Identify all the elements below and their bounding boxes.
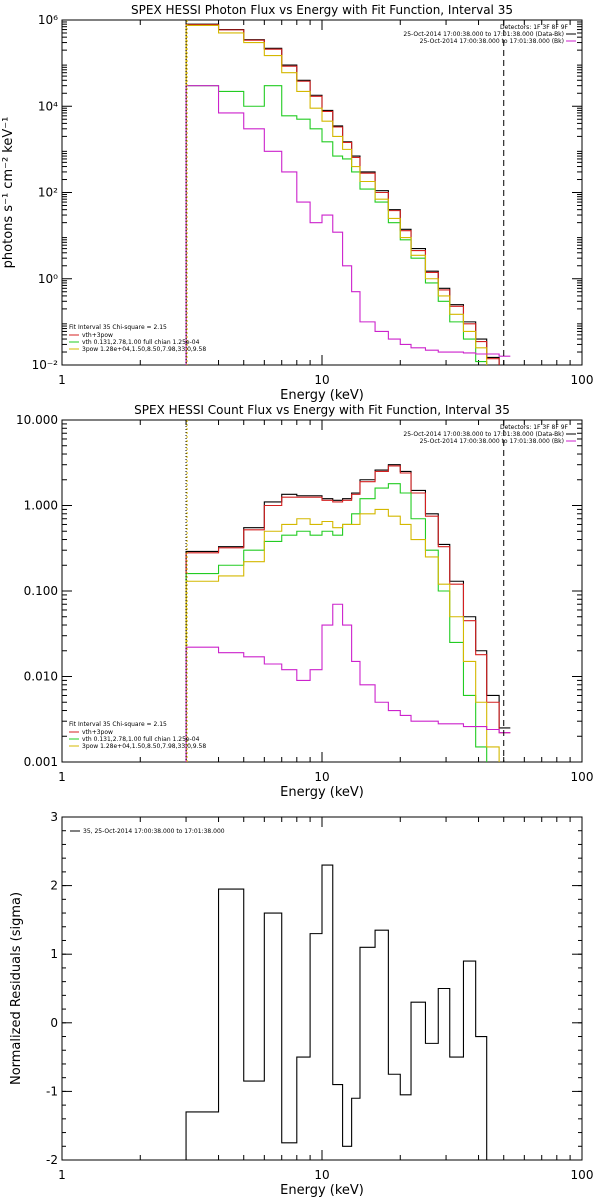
data-legend-entry: 25-Oct-2014 17:00:38.000 to 17:01:38.000… bbox=[403, 31, 564, 38]
x-tick-label: 1 bbox=[58, 373, 66, 387]
y-tick-label: 0 bbox=[50, 1016, 58, 1030]
series-line-3pow bbox=[185, 24, 488, 365]
fit-legend-entry: 3pow 1.28e+04,1.50,8.50,7.98,33.0,9.58 bbox=[82, 346, 206, 353]
y-axis-label: Normalized Residuals (sigma) bbox=[9, 892, 24, 1085]
fit-legend-entry: vth 0.131,2.78,1.00 full chian 1.25e-04 bbox=[82, 339, 200, 346]
y-tick-label: 10⁴ bbox=[38, 99, 58, 113]
series-line-data bbox=[185, 464, 511, 762]
data-legend: 35, 25-Oct-2014 17:00:38.000 to 17:01:38… bbox=[70, 828, 225, 835]
x-tick-label: 10 bbox=[314, 770, 329, 784]
chart-title: SPEX HESSI Photon Flux vs Energy with Fi… bbox=[131, 3, 513, 17]
y-tick-label: 10⁶ bbox=[38, 13, 58, 27]
data-legend-header: Detectors: 1F 3F 8F 9F bbox=[500, 24, 569, 31]
series-line-vth+3pow bbox=[185, 24, 500, 365]
chart-title: SPEX HESSI Count Flux vs Energy with Fit… bbox=[134, 403, 510, 417]
y-tick-label: 10² bbox=[38, 186, 58, 200]
fit-legend-entry: vth 0.131,2.78,1.00 full chian 1.25e-04 bbox=[82, 736, 200, 743]
series-line-background bbox=[185, 603, 511, 762]
fit-legend-header: Fit Interval 35 Chi-square = 2.15 bbox=[69, 721, 167, 728]
y-tick-label: 10⁰ bbox=[38, 272, 58, 286]
y-tick-label: 0.010 bbox=[24, 670, 58, 684]
y-axis-label: photons s⁻¹ cm⁻² keV⁻¹ bbox=[1, 117, 16, 269]
data-legend-entry: 25-Oct-2014 17:00:38.000 to 17:01:38.000… bbox=[420, 438, 564, 445]
data-legend-header: Detectors: 1F 3F 8F 9F bbox=[500, 424, 569, 431]
fit-legend: Fit Interval 35 Chi-square = 2.15vth+3po… bbox=[69, 324, 206, 353]
y-tick-label: 2 bbox=[50, 879, 58, 893]
x-axis-label: Energy (keV) bbox=[280, 1183, 364, 1198]
series-line-background bbox=[185, 85, 511, 365]
x-tick-label: 100 bbox=[571, 373, 594, 387]
y-tick-label: 10.000 bbox=[16, 413, 58, 427]
chart-panel-2: SPEX HESSI Count Flux vs Energy with Fit… bbox=[16, 403, 593, 800]
x-axis-label: Energy (keV) bbox=[280, 388, 364, 403]
series-line-data bbox=[185, 23, 500, 365]
series-line-3pow bbox=[185, 508, 500, 762]
fit-legend-entry: vth+3pow bbox=[82, 332, 113, 339]
chart-panel-1: SPEX HESSI Photon Flux vs Energy with Fi… bbox=[1, 3, 593, 403]
y-tick-label: -2 bbox=[46, 1153, 58, 1167]
x-tick-label: 100 bbox=[571, 1168, 594, 1182]
y-tick-label: 1.000 bbox=[24, 499, 58, 513]
y-tick-label: 0.100 bbox=[24, 584, 58, 598]
series-line-vth+3pow bbox=[185, 465, 511, 762]
fit-legend-entry: 3pow 1.28e+04,1.50,8.50,7.98,33.0,9.58 bbox=[82, 743, 206, 750]
series-line-vth bbox=[185, 483, 488, 762]
x-tick-label: 100 bbox=[571, 770, 594, 784]
data-legend-entry: 25-Oct-2014 17:00:38.000 to 17:01:38.000… bbox=[420, 38, 564, 45]
fit-legend-header: Fit Interval 35 Chi-square = 2.15 bbox=[69, 324, 167, 331]
y-tick-label: 1 bbox=[50, 947, 58, 961]
fit-legend: Fit Interval 35 Chi-square = 2.15vth+3po… bbox=[69, 721, 206, 750]
x-tick-label: 1 bbox=[58, 770, 66, 784]
x-tick-label: 10 bbox=[314, 1168, 329, 1182]
plot-area bbox=[185, 20, 511, 365]
chart-panel-3: Energy (keV) Normalized Residuals (sigma)… bbox=[9, 810, 593, 1198]
data-legend-entry: 35, 25-Oct-2014 17:00:38.000 to 17:01:38… bbox=[83, 828, 225, 835]
x-axis-label: Energy (keV) bbox=[280, 785, 364, 800]
y-tick-label: -1 bbox=[46, 1084, 58, 1098]
plot-area bbox=[185, 420, 511, 762]
series-line-vth bbox=[185, 85, 488, 365]
fit-legend-entry: vth+3pow bbox=[82, 729, 113, 736]
y-tick-label: 3 bbox=[50, 810, 58, 824]
series-line-35 bbox=[185, 864, 511, 1160]
y-tick-label: 0.001 bbox=[24, 755, 58, 769]
data-legend-entry: 25-Oct-2014 17:00:38.000 to 17:01:38.000… bbox=[403, 431, 564, 438]
y-tick-label: 10⁻² bbox=[32, 358, 59, 372]
x-tick-label: 1 bbox=[58, 1168, 66, 1182]
plot-area bbox=[185, 864, 511, 1160]
x-tick-label: 10 bbox=[314, 373, 329, 387]
